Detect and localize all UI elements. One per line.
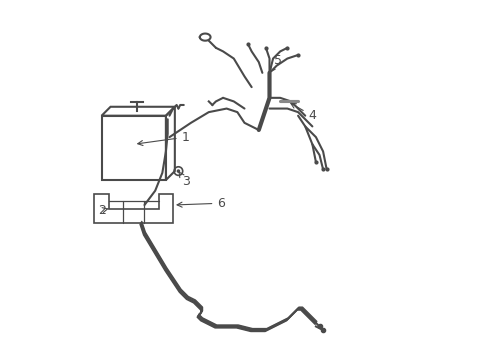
Circle shape bbox=[177, 170, 179, 172]
Text: 5: 5 bbox=[269, 54, 282, 72]
Text: 6: 6 bbox=[177, 197, 225, 210]
Text: 3: 3 bbox=[179, 172, 189, 188]
Text: 4: 4 bbox=[290, 103, 316, 122]
Text: 1: 1 bbox=[138, 131, 189, 145]
Text: 2: 2 bbox=[98, 204, 108, 217]
